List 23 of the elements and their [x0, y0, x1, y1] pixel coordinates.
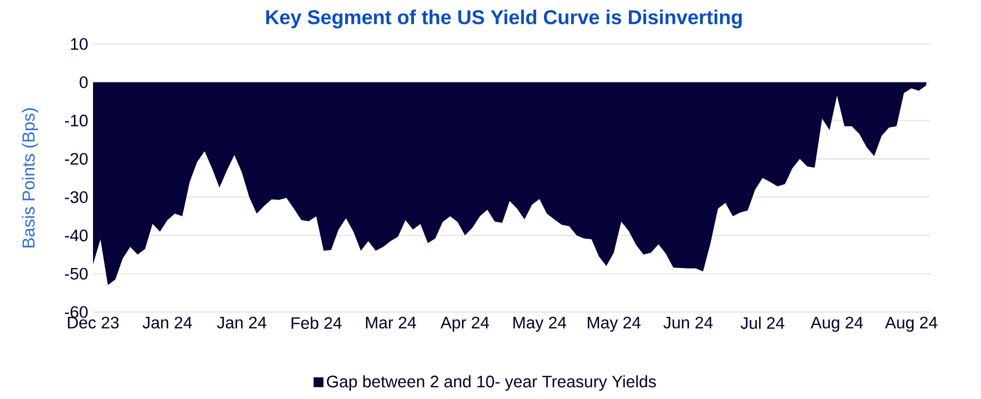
y-tick-label: -10 [64, 114, 88, 126]
x-tick-label: May 24 [513, 316, 566, 332]
chart-title: Key Segment of the US Yield Curve is Disinverting [266, 10, 742, 28]
y-tick-label: -60 [64, 306, 88, 318]
y-tick-label: -50 [64, 268, 88, 280]
x-tick-label: Feb 24 [292, 316, 342, 329]
y-tick-label: 0 [80, 76, 88, 88]
x-tick-label: Aug 24 [810, 316, 863, 332]
x-tick-label: Jun 24 [663, 316, 713, 328]
x-tick-label: Jan 24 [217, 316, 266, 328]
y-tick-label: -40 [64, 230, 88, 242]
y-axis-title: Basis Points (Bps) [22, 108, 38, 248]
y-tick-label: -30 [64, 191, 88, 204]
x-tick-label: Apr 24 [440, 316, 490, 332]
x-tick-label: Dec 23 [68, 316, 119, 328]
x-tick-label: May 24 [588, 316, 641, 332]
x-tick-label: Mar 24 [366, 316, 416, 328]
x-tick-label: Jan 24 [142, 316, 192, 328]
x-tick-label: Jul 24 [740, 316, 784, 329]
legend-label: Gap between 2 and 10- year Treasury Yields [326, 375, 656, 391]
y-tick-label: 10 [71, 38, 88, 50]
x-tick-label: Aug 24 [885, 316, 938, 332]
y-tick-label: -20 [64, 152, 88, 165]
